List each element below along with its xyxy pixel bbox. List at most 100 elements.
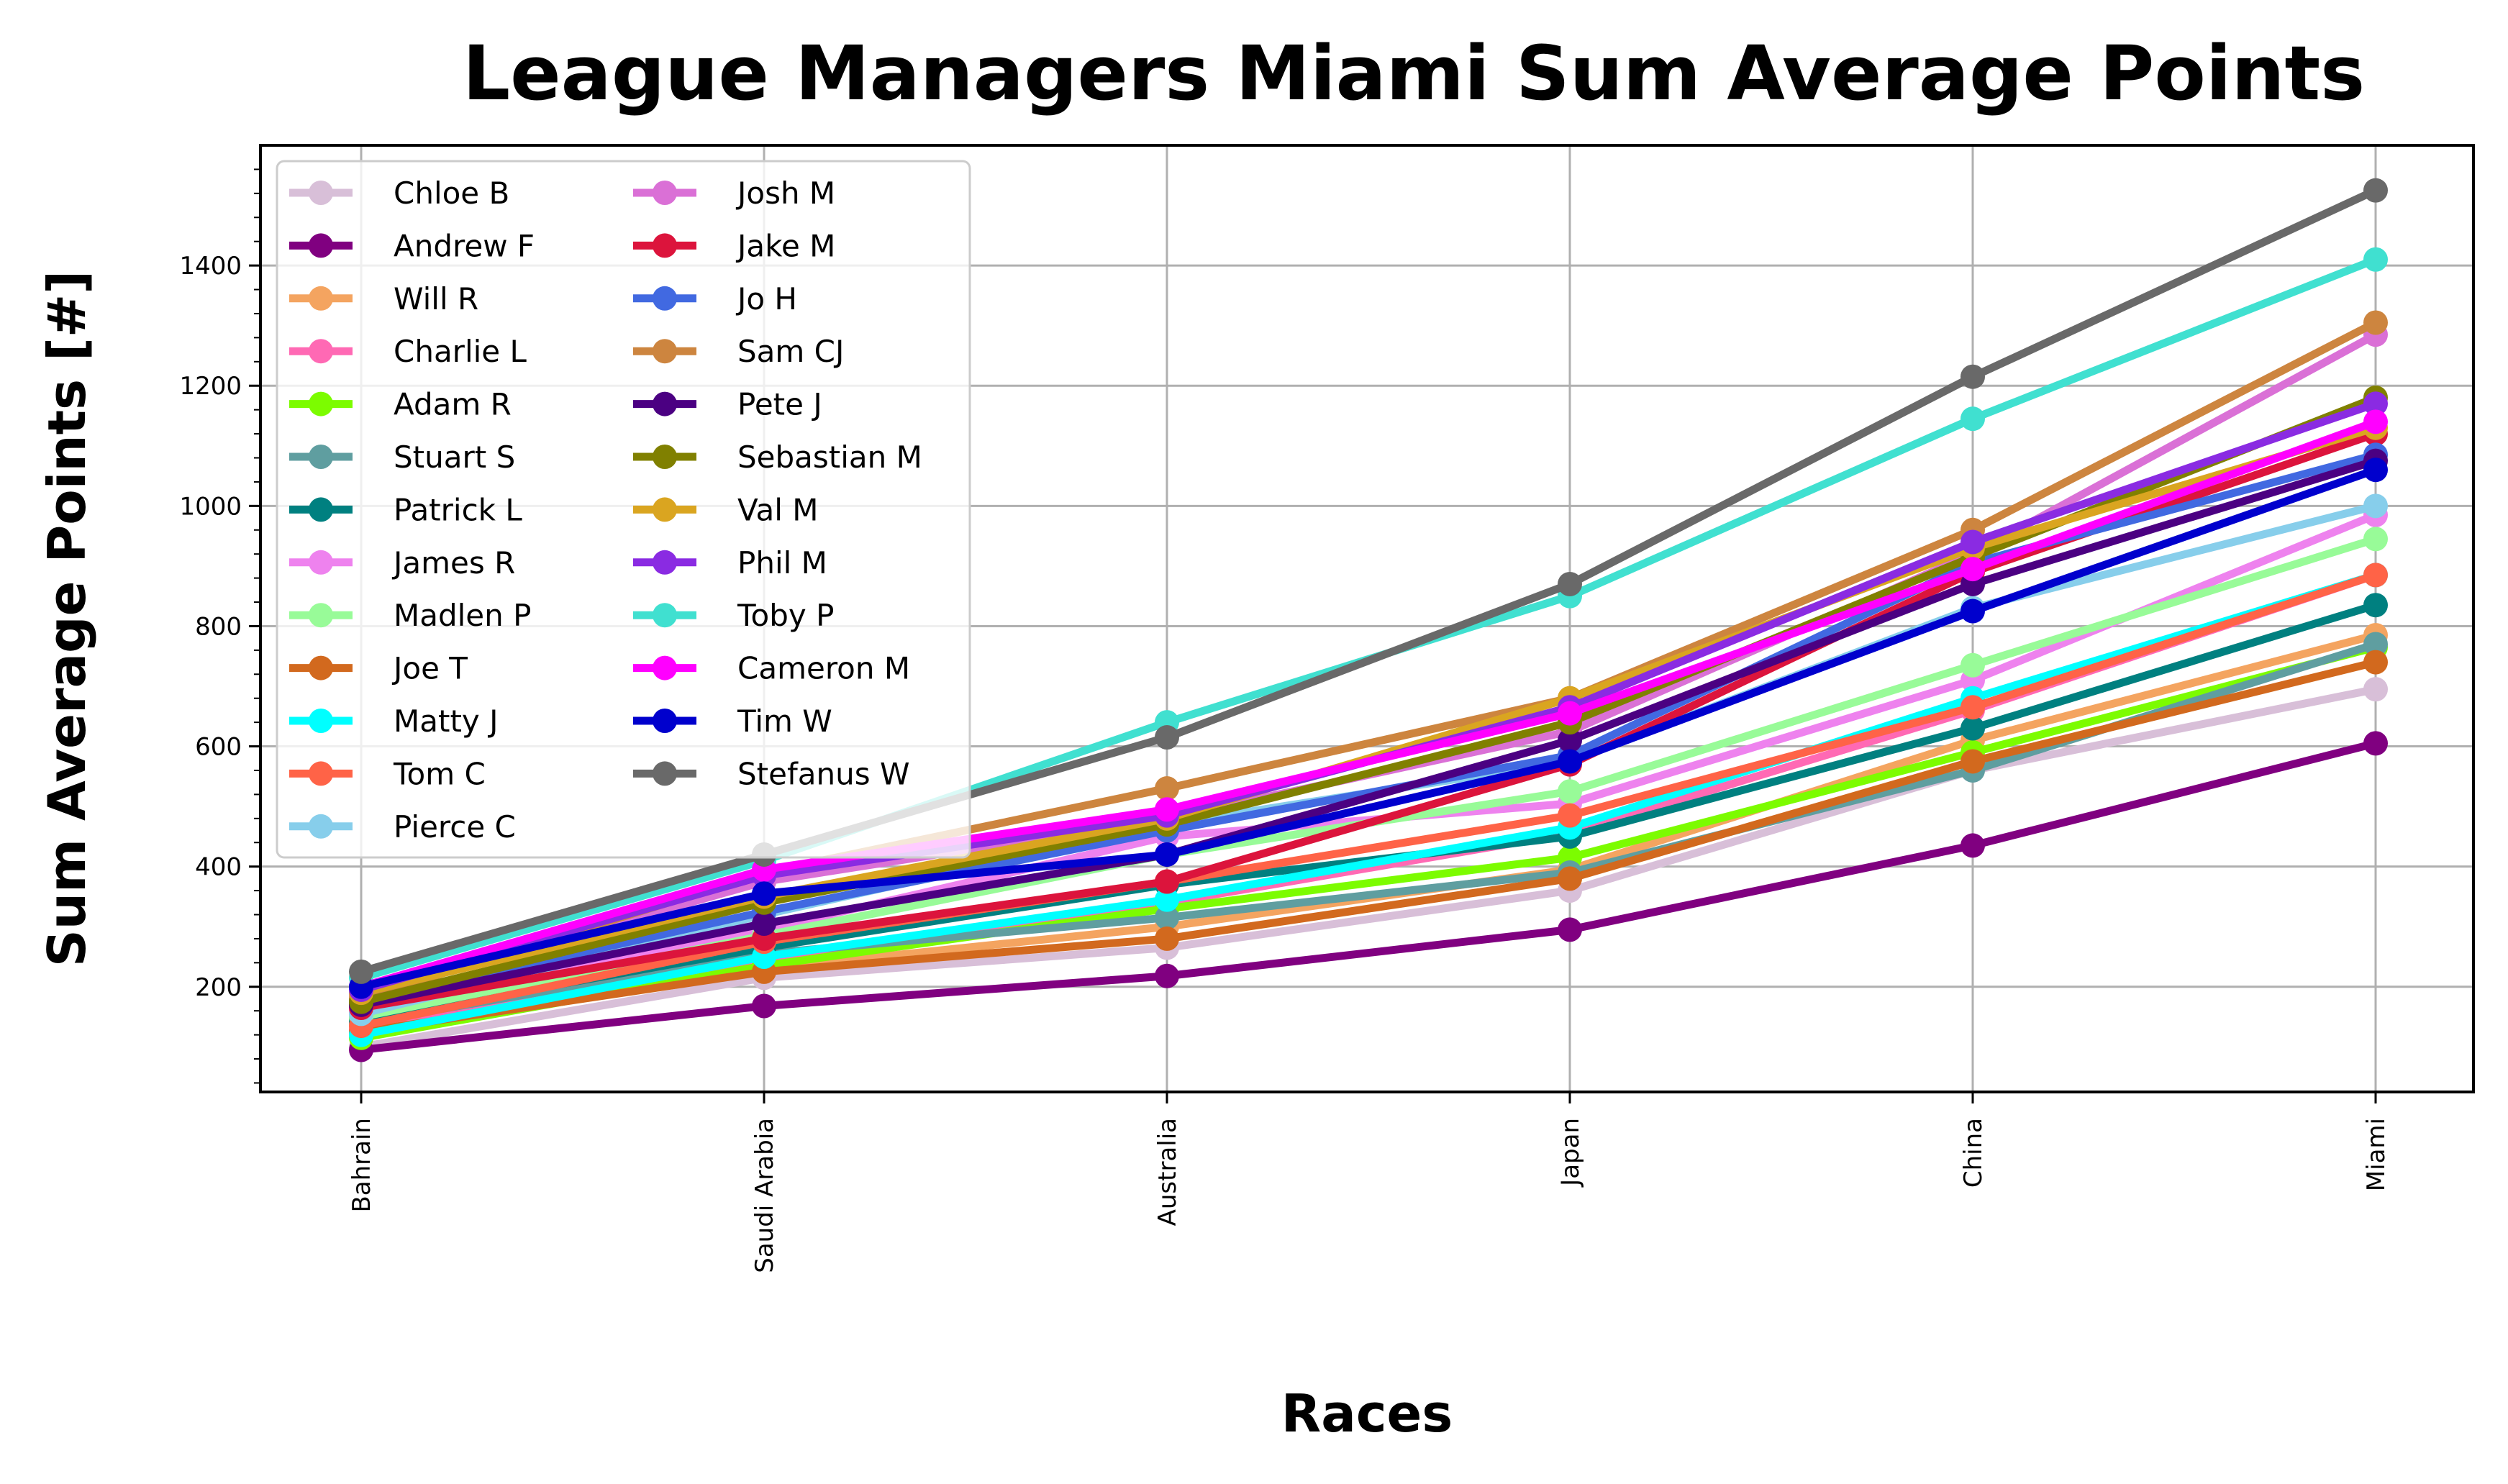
legend-label: Tom C <box>393 756 486 791</box>
series-line <box>357 417 2380 991</box>
data-point <box>1558 866 1582 891</box>
legend-swatch-marker <box>309 709 333 733</box>
data-point <box>2363 731 2388 756</box>
legend-swatch-marker <box>309 814 333 839</box>
data-point <box>2363 527 2388 552</box>
x-tick-label: Saudi Arabia <box>750 1118 779 1273</box>
legend-swatch-marker <box>653 339 677 364</box>
series-line <box>357 465 2380 991</box>
legend-label: Jake M <box>735 228 835 263</box>
legend-box <box>276 160 971 859</box>
data-point <box>1960 406 1985 432</box>
legend-item: Cameron M <box>633 651 910 686</box>
data-point <box>2363 593 2388 618</box>
data-point <box>752 993 776 1019</box>
legend-item: Sam CJ <box>633 334 844 369</box>
legend-swatch-marker <box>309 339 333 364</box>
data-point <box>1558 917 1582 942</box>
series-lines <box>349 178 2388 1062</box>
legend-swatch-marker <box>309 286 333 311</box>
legend-label: Adam R <box>394 387 512 422</box>
legend-label: Andrew F <box>394 228 535 263</box>
legend-item: Stefanus W <box>633 756 910 791</box>
legend-swatch-marker <box>309 550 333 575</box>
legend-label: Pete J <box>737 387 822 422</box>
legend-swatch-marker <box>653 709 677 733</box>
legend-label: Chloe B <box>394 176 509 211</box>
series-line <box>357 640 2380 1027</box>
x-tick-label: Miami <box>2362 1118 2391 1191</box>
legend-item: Tim W <box>633 704 832 739</box>
data-point <box>2363 178 2388 203</box>
data-point <box>1960 364 1985 389</box>
legend-swatch-marker <box>309 445 333 469</box>
legend-swatch-marker <box>309 391 333 416</box>
legend-swatch-marker <box>309 655 333 680</box>
legend-item: Sebastian M <box>633 440 922 475</box>
legend-item: Josh M <box>633 176 835 211</box>
legend: Chloe B Andrew F Will R Charlie L Adam R Stua… <box>276 160 971 859</box>
legend-item: Val M <box>633 492 818 527</box>
data-point <box>349 959 373 984</box>
data-point <box>1960 529 1985 555</box>
series-line <box>357 643 2380 1042</box>
legend-label: Phil M <box>737 545 827 581</box>
data-point <box>1960 716 1985 741</box>
data-point <box>1960 652 1985 678</box>
data-point <box>1155 776 1179 801</box>
legend-swatch-marker <box>653 603 677 628</box>
x-axis: Bahrain Saudi Arabia Australia Japan China Mi… <box>347 1092 2391 1273</box>
legend-swatch-marker <box>653 445 677 469</box>
legend-label: Toby P <box>737 598 834 633</box>
legend-swatch-marker <box>309 233 333 258</box>
legend-item: Pete J <box>633 387 822 422</box>
legend-item: Phil M <box>633 545 827 581</box>
legend-label: Josh M <box>735 176 835 211</box>
legend-item: Andrew F <box>289 228 535 263</box>
legend-item: Will R <box>289 281 478 317</box>
x-tick-label: China <box>1959 1118 1988 1188</box>
series-tim-w <box>349 458 2388 999</box>
data-point <box>1558 571 1582 596</box>
data-point <box>1558 779 1582 804</box>
legend-swatch-marker <box>653 391 677 416</box>
legend-label: Patrick L <box>394 492 522 527</box>
y-tick-label: 1200 <box>179 372 242 401</box>
legend-item: Matty J <box>289 704 499 739</box>
data-point <box>1558 701 1582 726</box>
legend-label: Tim W <box>737 704 832 739</box>
y-tick-label: 1000 <box>179 492 242 521</box>
legend-item: Pierce C <box>289 809 516 845</box>
data-point <box>2363 247 2388 272</box>
legend-label: Jo H <box>735 281 797 317</box>
data-point <box>2363 493 2388 519</box>
y-tick-label: 200 <box>195 973 242 1002</box>
legend-item: James R <box>289 545 515 581</box>
data-point <box>1558 749 1582 774</box>
y-tick-label: 400 <box>195 853 242 882</box>
y-tick-label: 600 <box>195 733 242 762</box>
legend-label: Pierce C <box>394 809 516 845</box>
y-tick-label: 800 <box>195 612 242 641</box>
data-point <box>1960 598 1985 624</box>
data-point <box>2363 409 2388 434</box>
data-point <box>1155 869 1179 894</box>
data-point <box>1155 797 1179 822</box>
data-point <box>752 881 776 906</box>
legend-label: Madlen P <box>394 598 531 633</box>
legend-label: Will R <box>394 281 478 317</box>
chart-title: League Managers Miami Sum Average Points <box>463 29 2365 117</box>
legend-swatch-marker <box>653 181 677 205</box>
legend-item: Tom C <box>289 756 486 791</box>
legend-item: Charlie L <box>289 334 527 369</box>
plot-frame <box>259 144 2475 1093</box>
data-point <box>2363 632 2388 657</box>
data-point <box>2363 458 2388 483</box>
data-point <box>1960 557 1985 582</box>
data-point <box>1155 905 1179 930</box>
legend-item: Patrick L <box>289 492 522 527</box>
legend-swatch-marker <box>309 181 333 205</box>
legend-label: Sebastian M <box>737 440 922 475</box>
legend-item: Chloe B <box>289 176 509 211</box>
x-tick-label: Japan <box>1556 1118 1585 1188</box>
